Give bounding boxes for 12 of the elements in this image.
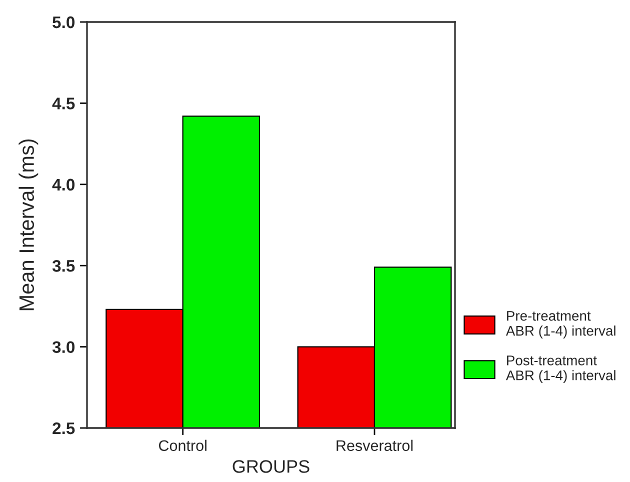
y-tick-label: 4.5: [52, 98, 75, 110]
x-axis-title: GROUPS: [232, 460, 310, 473]
y-tick-label: 2.5: [52, 422, 75, 434]
legend-label: Post-treatment ABR (1-4) interval: [506, 356, 616, 384]
x-tick-label: Resveratrol: [336, 440, 413, 452]
y-tick-label: 3.5: [52, 260, 75, 272]
y-tick-label: 3.0: [52, 341, 75, 354]
y-tick-label: 4.0: [52, 178, 75, 191]
y-tick-label: 5.0: [52, 16, 75, 28]
x-tick-label: Control: [158, 440, 206, 452]
y-axis-title: Mean Interval (ms): [18, 139, 38, 310]
legend-label: Pre-treatment ABR (1-4) interval: [506, 311, 616, 338]
